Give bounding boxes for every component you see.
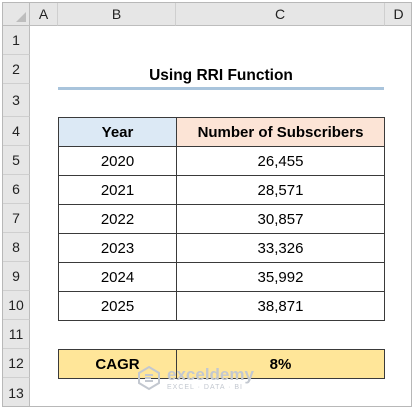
year-cell[interactable]: 2023 xyxy=(58,233,176,262)
year-header-cell[interactable]: Year xyxy=(58,117,176,146)
subscribers-cell[interactable]: 35,992 xyxy=(176,262,385,291)
title-underline xyxy=(58,87,384,90)
column-header-a[interactable]: A xyxy=(30,3,58,26)
row-header-11[interactable]: 11 xyxy=(3,320,30,349)
row-header-7[interactable]: 7 xyxy=(3,204,30,233)
row-header-3[interactable]: 3 xyxy=(3,84,30,117)
sheet-title[interactable]: Using RRI Function xyxy=(149,66,293,84)
exceldemy-watermark: exceldemy EXCEL · DATA · BI xyxy=(136,363,254,393)
exceldemy-logo-icon xyxy=(138,365,160,391)
column-header-c[interactable]: C xyxy=(176,3,385,26)
year-cell[interactable]: 2025 xyxy=(58,291,176,321)
row-header-12[interactable]: 12 xyxy=(3,349,30,378)
subscribers-cell[interactable]: 28,571 xyxy=(176,175,385,204)
watermark-name: exceldemy xyxy=(167,364,254,384)
column-header-d[interactable]: D xyxy=(385,3,411,26)
row-header-6[interactable]: 6 xyxy=(3,175,30,204)
column-header-b[interactable]: B xyxy=(58,3,176,26)
row-header-4[interactable]: 4 xyxy=(3,117,30,146)
row-header-1[interactable]: 1 xyxy=(3,26,30,55)
subscribers-header-cell[interactable]: Number of Subscribers xyxy=(176,117,385,146)
subscribers-cell[interactable]: 26,455 xyxy=(176,146,385,175)
subscribers-cell[interactable]: 33,326 xyxy=(176,233,385,262)
subscribers-cell[interactable]: 30,857 xyxy=(176,204,385,233)
row-header-2[interactable]: 2 xyxy=(3,55,30,84)
row-header-13[interactable]: 13 xyxy=(3,378,30,406)
cagr-label-cell[interactable]: CAGR xyxy=(58,349,176,379)
row-header-9[interactable]: 9 xyxy=(3,262,30,291)
year-cell[interactable]: 2020 xyxy=(58,146,176,175)
year-cell[interactable]: 2022 xyxy=(58,204,176,233)
watermark-tagline: EXCEL · DATA · BI xyxy=(167,383,243,391)
select-all-corner[interactable] xyxy=(3,3,30,26)
row-header-10[interactable]: 10 xyxy=(3,291,30,320)
row-header-8[interactable]: 8 xyxy=(3,233,30,262)
spreadsheet: A B C D 1 2 3 4 5 6 7 8 9 10 11 12 13 Us… xyxy=(2,2,412,407)
cagr-value-cell[interactable]: 8% xyxy=(176,349,385,379)
subscribers-cell[interactable]: 38,871 xyxy=(176,291,385,321)
year-cell[interactable]: 2024 xyxy=(58,262,176,291)
year-cell[interactable]: 2021 xyxy=(58,175,176,204)
row-header-5[interactable]: 5 xyxy=(3,146,30,175)
